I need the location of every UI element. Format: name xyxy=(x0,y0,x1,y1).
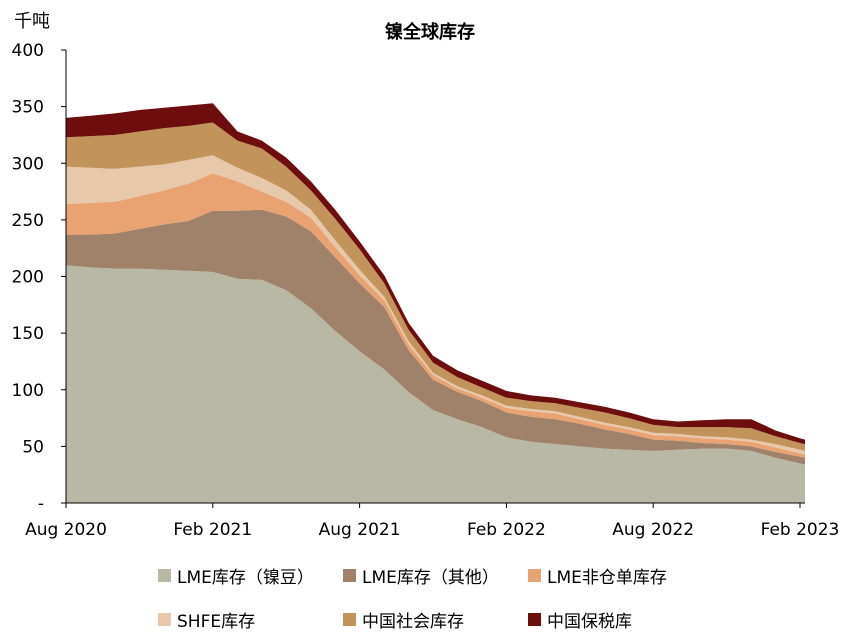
area-series-4 xyxy=(66,155,805,455)
legend-label: LME库存（其他） xyxy=(362,567,499,588)
x-tick-label: Feb 2022 xyxy=(467,520,546,540)
legend-item-3: LME非仓单库存 xyxy=(528,562,728,588)
x-tick-label: Aug 2022 xyxy=(612,520,694,540)
x-tick-label: Aug 2021 xyxy=(319,520,401,540)
legend-swatch xyxy=(158,612,171,626)
legend-label: LME库存（镍豆） xyxy=(177,567,314,588)
legend-swatch xyxy=(528,568,541,582)
x-tick-label: Feb 2021 xyxy=(173,520,252,540)
y-tick-label: 200 xyxy=(12,268,44,288)
area-series-2 xyxy=(66,209,805,465)
legend-label: 中国保税库 xyxy=(547,611,632,632)
y-tick-label: 250 xyxy=(12,211,44,231)
area-series-group xyxy=(66,103,805,503)
legend-swatch xyxy=(343,568,356,582)
legend-label: SHFE库存 xyxy=(177,611,256,632)
chart-title: 镍全球库存 xyxy=(385,21,475,43)
legend-item-4: SHFE库存 xyxy=(158,606,343,632)
legend-item-5: 中国社会库存 xyxy=(343,606,528,632)
axes-group: - 50 100 150 200 250 300 350 400 Aug 2020 Feb 2021… xyxy=(12,41,840,540)
chart-svg: 镍全球库存 千吨 - 50 100 150 200 250 300 350 400 Aug 202… xyxy=(12,11,840,540)
y-tick-label: 150 xyxy=(12,324,44,344)
legend-swatch xyxy=(158,568,171,582)
legend-swatch xyxy=(528,612,541,626)
legend-swatch xyxy=(343,612,356,626)
y-axis-label: 千吨 xyxy=(14,11,50,32)
legend-item-6: 中国保税库 xyxy=(528,606,728,632)
y-tick-label: 350 xyxy=(12,98,44,118)
y-tick-label: 400 xyxy=(12,41,44,61)
y-tick-label: 300 xyxy=(12,154,44,174)
legend-item-1: LME库存（镍豆） xyxy=(158,562,343,588)
legend-item-2: LME库存（其他） xyxy=(343,562,528,588)
legend-label: LME非仓单库存 xyxy=(547,567,667,588)
area-series-5 xyxy=(66,122,805,451)
x-tick-label: Aug 2020 xyxy=(25,520,107,540)
legend: LME库存（镍豆） LME库存（其他） LME非仓单库存 SHFE库存 中国社会库存 中国… xyxy=(158,562,838,632)
x-tick-label: Feb 2023 xyxy=(761,520,840,540)
area-series-3 xyxy=(66,173,805,458)
y-tick-label: - xyxy=(38,494,44,514)
area-series-1 xyxy=(66,265,805,503)
legend-label: 中国社会库存 xyxy=(362,611,464,632)
y-tick-label: 100 xyxy=(12,381,44,401)
y-tick-label: 50 xyxy=(22,437,44,457)
